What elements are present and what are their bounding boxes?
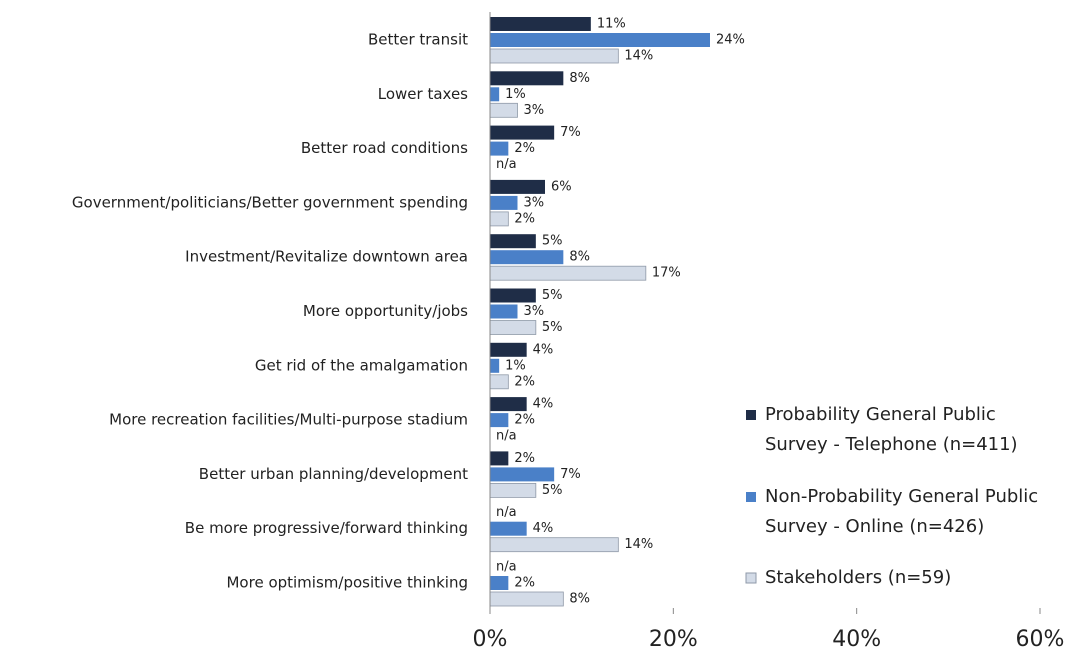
data-label: 3% <box>524 103 545 118</box>
data-label: 2% <box>514 211 535 226</box>
x-tick-label: 60% <box>1016 627 1065 652</box>
data-label: 4% <box>533 397 554 412</box>
category-label: Lower taxes <box>378 85 468 103</box>
data-label: 6% <box>551 179 572 194</box>
bar <box>489 265 647 281</box>
data-label: n/a <box>496 157 517 172</box>
bar <box>489 482 537 498</box>
bar <box>490 467 555 482</box>
bar <box>489 320 537 335</box>
legend-swatch <box>746 492 756 502</box>
bar <box>490 179 545 194</box>
data-label: 5% <box>542 234 563 249</box>
bar <box>490 451 509 466</box>
bar <box>489 211 509 227</box>
bar <box>490 250 564 265</box>
data-label: 2% <box>514 576 535 591</box>
data-label: 7% <box>560 125 581 140</box>
bar <box>489 102 518 118</box>
bar <box>490 288 536 303</box>
bar <box>489 374 509 390</box>
data-label: 3% <box>524 304 545 319</box>
bar <box>490 17 591 31</box>
data-label: n/a <box>496 560 517 575</box>
legend-swatch <box>745 572 757 584</box>
bar <box>490 342 527 357</box>
bar <box>490 33 710 47</box>
category-label: More recreation facilities/Multi-purpose… <box>109 411 468 429</box>
category-label: More optimism/positive thinking <box>226 574 468 592</box>
data-label: 3% <box>524 195 545 210</box>
bar <box>490 195 518 210</box>
data-label: 8% <box>569 592 590 607</box>
data-label: 5% <box>542 320 563 335</box>
legend-label: Non-Probability General Public Survey - … <box>765 486 1039 537</box>
data-label: 7% <box>560 467 581 482</box>
data-label: 17% <box>652 266 681 281</box>
category-label: Investment/Revitalize downtown area <box>185 248 468 266</box>
bar <box>490 71 564 86</box>
data-label: 24% <box>716 33 745 48</box>
bar <box>489 537 619 553</box>
data-label: 8% <box>569 250 590 265</box>
data-label: 2% <box>514 374 535 389</box>
category-label: Be more progressive/forward thinking <box>185 519 468 537</box>
data-label: 1% <box>505 358 526 373</box>
x-tick-label: 20% <box>649 627 698 652</box>
bar <box>490 358 500 373</box>
category-label: More opportunity/jobs <box>303 302 468 320</box>
data-label: 2% <box>514 413 535 428</box>
bar <box>490 141 509 156</box>
x-tick-label: 0% <box>473 627 508 652</box>
bar <box>490 304 518 319</box>
data-label: 5% <box>542 288 563 303</box>
bar <box>489 591 564 607</box>
bar <box>490 521 527 536</box>
data-label: n/a <box>496 429 517 444</box>
data-label: n/a <box>496 505 517 520</box>
bar <box>490 234 536 249</box>
data-label: 4% <box>533 342 554 357</box>
bar <box>490 87 500 102</box>
data-label: 2% <box>514 451 535 466</box>
legend-label: Probability General Public Survey - Tele… <box>765 404 1018 455</box>
data-label: 1% <box>505 87 526 102</box>
data-label: 14% <box>624 49 653 64</box>
data-label: 5% <box>542 483 563 498</box>
legend-label: Stakeholders (n=59) <box>765 567 952 588</box>
data-label: 4% <box>533 521 554 536</box>
category-label: Better urban planning/development <box>199 465 468 483</box>
category-label: Government/politicians/Better government… <box>72 193 468 211</box>
data-label: 8% <box>569 71 590 86</box>
bar <box>490 397 527 412</box>
bar <box>490 576 509 590</box>
x-tick-label: 40% <box>832 627 881 652</box>
bar <box>489 48 619 64</box>
category-label: Better transit <box>368 31 468 49</box>
data-label: 11% <box>597 17 626 32</box>
bar <box>490 413 509 428</box>
legend-swatch <box>746 410 756 420</box>
category-label: Get rid of the amalgamation <box>255 356 468 374</box>
bar <box>490 125 555 140</box>
data-label: 2% <box>514 141 535 156</box>
data-label: 14% <box>624 537 653 552</box>
category-label: Better road conditions <box>301 139 468 157</box>
